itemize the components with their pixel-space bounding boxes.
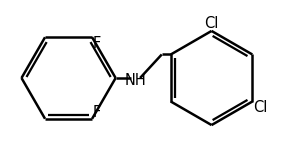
- Text: Cl: Cl: [253, 100, 267, 115]
- Text: NH: NH: [124, 73, 146, 88]
- Text: F: F: [93, 105, 101, 120]
- Text: F: F: [93, 36, 101, 51]
- Text: Cl: Cl: [204, 16, 219, 31]
